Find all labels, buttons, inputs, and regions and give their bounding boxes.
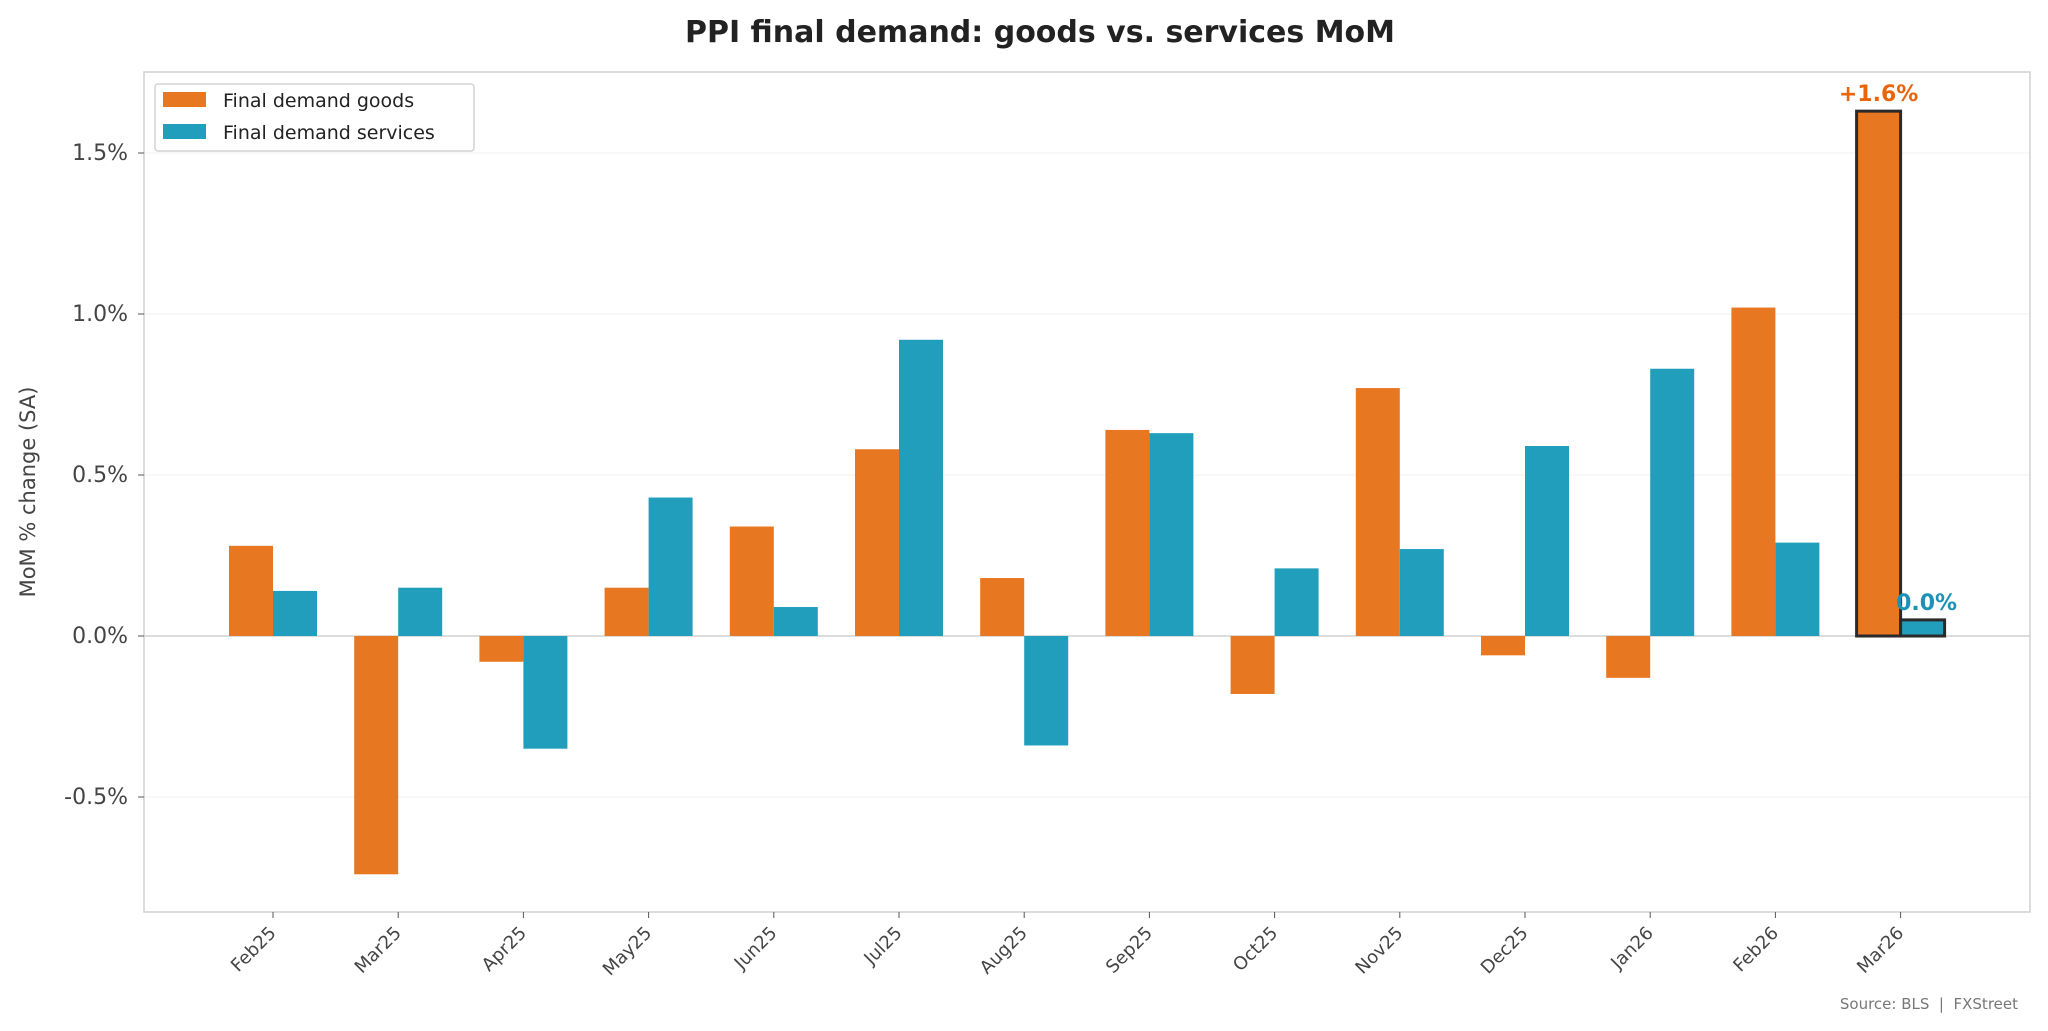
legend: Final demand goods Final demand services <box>154 83 475 152</box>
bar-services-May25 <box>648 497 693 636</box>
x-tick-label: Aug25 <box>976 923 1032 979</box>
bar-services-Jul25 <box>899 339 943 636</box>
bar-goods-Mar25 <box>354 636 399 875</box>
bar-goods-Apr25 <box>479 636 524 662</box>
x-tick-label: Mar26 <box>1853 923 1908 978</box>
y-tick-label: 0.0% <box>72 624 128 649</box>
x-tick-label: Nov25 <box>1351 923 1407 979</box>
bar-services-Feb26 <box>1775 542 1820 636</box>
data-label-Mar26: 0.0% <box>1896 591 1957 616</box>
bar-services-Jun25 <box>773 607 818 636</box>
x-tick-label: Feb25 <box>227 923 281 977</box>
bar-goods-Jul25 <box>855 449 899 636</box>
bar-goods-Feb26 <box>1731 307 1776 636</box>
bar-goods-Jun25 <box>729 526 774 636</box>
x-tick-label: Feb26 <box>1729 923 1783 977</box>
legend-swatch-services <box>163 124 206 139</box>
x-tick-label: Apr25 <box>478 923 531 976</box>
bar-goods-Oct25 <box>1230 636 1275 694</box>
bar-goods-May25 <box>604 587 649 636</box>
bar-services-Aug25 <box>1024 636 1069 746</box>
y-tick-label: 1.0% <box>72 302 128 327</box>
x-tick-label: Jul25 <box>859 923 906 970</box>
bar-services-Mar25 <box>398 587 443 636</box>
bar-goods-Nov25 <box>1355 388 1400 636</box>
bar-goods-Dec25 <box>1481 636 1525 656</box>
x-tick-label: Sep25 <box>1102 923 1157 978</box>
bar-services-Jan26 <box>1650 368 1695 636</box>
bar-goods-Mar26 <box>1855 109 1903 638</box>
bar-goods-Aug25 <box>980 578 1025 636</box>
bar-services-Oct25 <box>1274 568 1319 636</box>
legend-label-services: Final demand services <box>223 122 435 144</box>
x-tick-label: Jan26 <box>1606 923 1657 974</box>
y-tick-label: 0.5% <box>72 463 128 488</box>
bar-goods-Feb25 <box>229 545 273 636</box>
y-tick-label: -0.5% <box>64 785 128 810</box>
source-note: Source: BLS | FXStreet <box>1840 995 2018 1013</box>
bar-services-Feb25 <box>273 590 317 636</box>
x-tick-label: May25 <box>599 923 656 980</box>
y-axis-label: MoM % change (SA) <box>16 387 40 598</box>
bar-services-Nov25 <box>1399 549 1444 636</box>
x-tick-label: Mar25 <box>351 923 406 978</box>
legend-swatch-goods <box>163 92 206 107</box>
x-tick-label: Dec25 <box>1477 923 1533 979</box>
chart-title: PPI final demand: goods vs. services MoM <box>685 15 1395 50</box>
y-tick-label: 1.5% <box>72 141 128 166</box>
bar-goods-Sep25 <box>1105 429 1150 636</box>
bar-services-Dec25 <box>1525 446 1569 636</box>
data-label-Mar26: +1.6% <box>1839 82 1918 107</box>
bar-services-Apr25 <box>523 636 568 749</box>
plot-area-frame <box>143 71 2031 913</box>
x-tick-label: Jun25 <box>730 923 782 975</box>
bar-services-Mar26 <box>1899 618 1947 638</box>
bar-services-Sep25 <box>1149 433 1194 636</box>
legend-label-goods: Final demand goods <box>223 90 414 112</box>
bar-goods-Jan26 <box>1606 636 1651 678</box>
x-tick-label: Oct25 <box>1229 923 1282 976</box>
